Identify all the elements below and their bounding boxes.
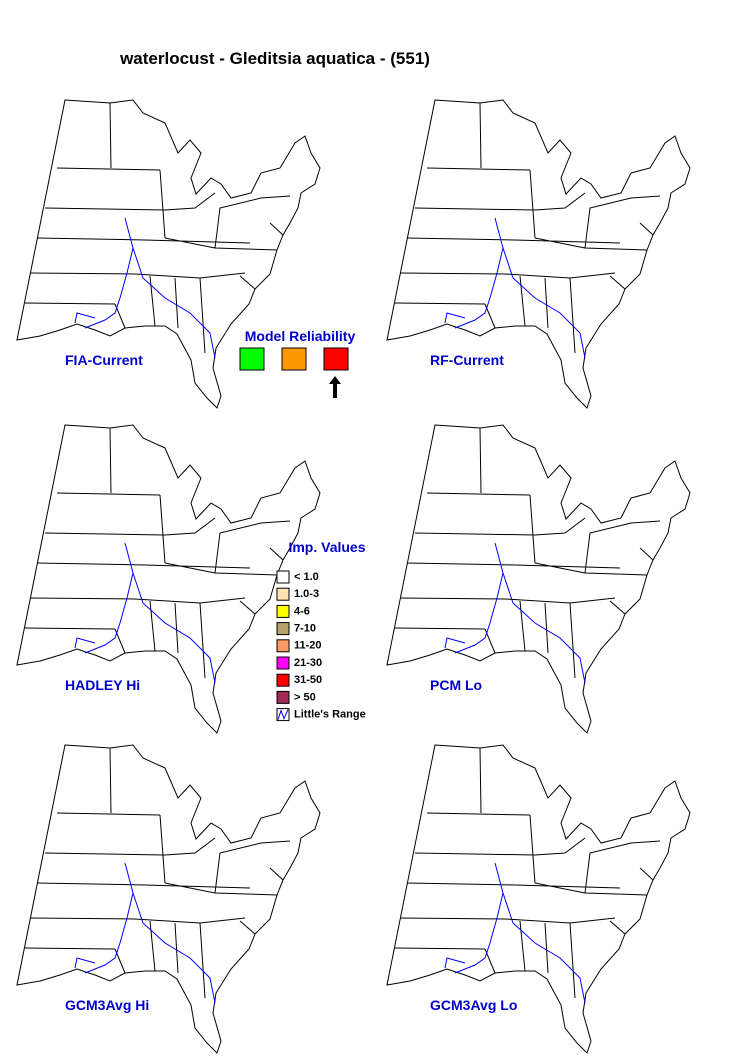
state-map xyxy=(16,99,321,409)
legend-label: < 1.0 xyxy=(294,571,319,583)
legend-label: 4-6 xyxy=(294,605,310,617)
legend-label: 1.0-3 xyxy=(294,588,319,600)
legend-swatch xyxy=(276,587,290,601)
legend-swatch xyxy=(276,673,290,687)
panel-label: RF-Current xyxy=(430,352,504,368)
legend-swatch xyxy=(276,639,290,653)
legend-swatch xyxy=(276,656,290,670)
legend-swatch xyxy=(276,604,290,618)
reliability-title: Model Reliability xyxy=(245,328,356,344)
legend-label: Little's Range xyxy=(294,709,366,721)
reliability-box xyxy=(239,347,265,371)
legend-label: > 50 xyxy=(294,691,316,703)
reliability-box xyxy=(281,347,307,371)
panel-label: GCM3Avg Lo xyxy=(430,997,517,1013)
panel-label: PCM Lo xyxy=(430,677,482,693)
state-map xyxy=(16,424,321,734)
legend-label: 21-30 xyxy=(294,657,322,669)
legend-label: 31-50 xyxy=(294,674,322,686)
panel-label: HADLEY Hi xyxy=(65,677,140,693)
state-map xyxy=(16,744,321,1054)
legend: Imp. Values < 1.0 1.0-3 4-6 7-10 11-20 21-30 3… xyxy=(276,539,366,722)
panel-label: FIA-Current xyxy=(65,352,143,368)
legend-swatch xyxy=(276,690,290,704)
title: waterlocust - Gleditsia aquatica - (551) xyxy=(119,49,430,68)
legend-swatch xyxy=(276,570,290,584)
legend-label: 11-20 xyxy=(294,640,322,652)
legend-label: 7-10 xyxy=(294,623,316,635)
model-reliability: Model Reliability xyxy=(239,328,356,398)
panels: FIA-Current RF-Current HADLEY Hi PCM Lo GCM3… xyxy=(16,99,691,1054)
legend-title: Imp. Values xyxy=(288,539,365,555)
panel-label: GCM3Avg Hi xyxy=(65,997,149,1013)
legend-range-line xyxy=(277,709,289,720)
legend-swatch xyxy=(276,622,290,636)
reliability-box xyxy=(323,347,349,371)
arrow xyxy=(329,376,341,398)
